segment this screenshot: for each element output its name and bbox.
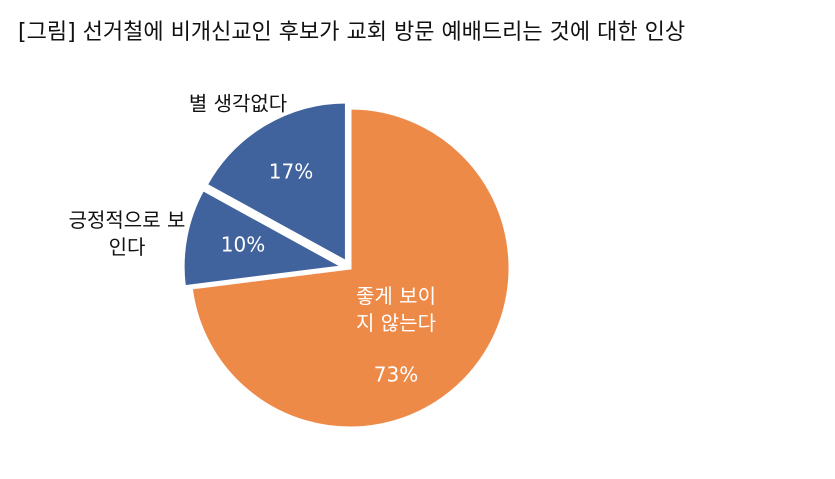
value-label: 10% (220, 232, 266, 257)
value-label: 73% (373, 362, 419, 387)
category-label: 별 생각없다 (188, 91, 288, 116)
category-label: 긍정적으로 보인다 (68, 208, 186, 259)
category-label: 좋게 보이지 않는다 (356, 284, 436, 335)
pie-slice (189, 106, 512, 430)
chart-title: [그림] 선거철에 비개신교인 후보가 교회 방문 예배드리는 것에 대한 인상 (18, 20, 686, 45)
pie-slice (181, 187, 348, 289)
pie-slice (204, 100, 348, 265)
value-label: 17% (268, 159, 314, 184)
